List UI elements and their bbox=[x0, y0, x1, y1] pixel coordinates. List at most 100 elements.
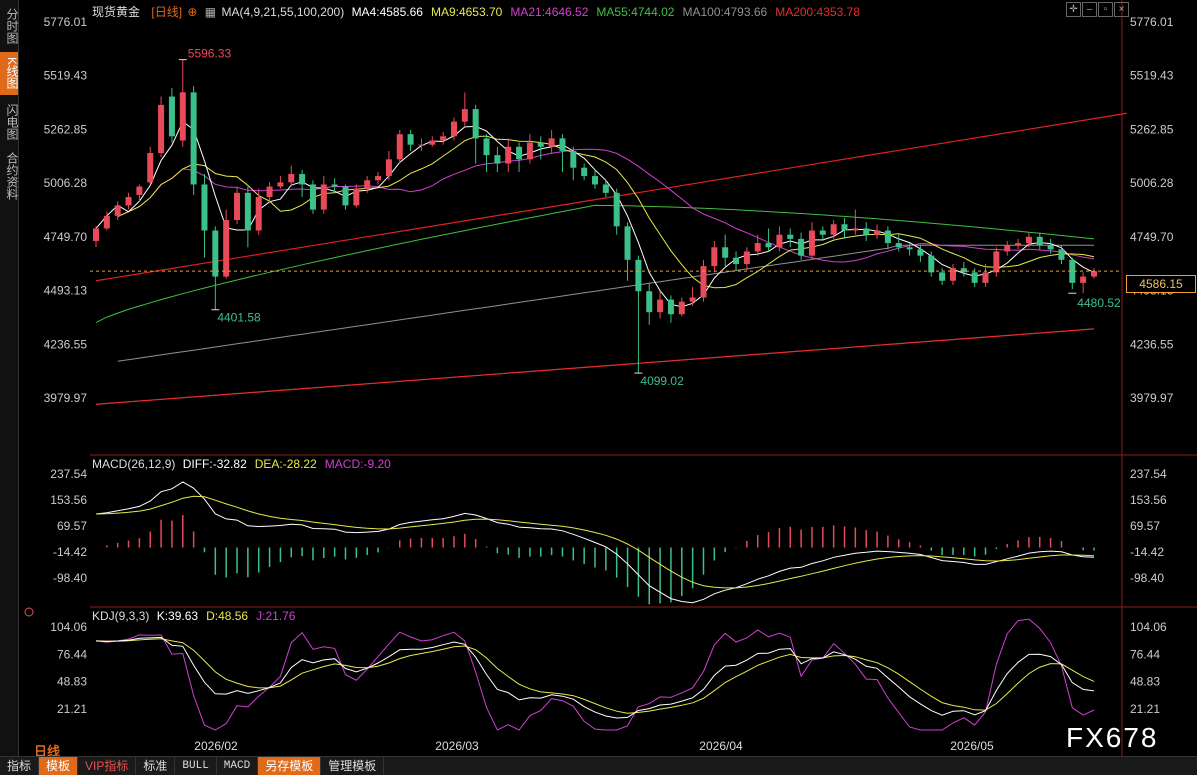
sidebar-tab-3[interactable]: 合约资料 bbox=[5, 152, 19, 200]
sidebar-tab-2[interactable]: 闪电图 bbox=[5, 103, 19, 140]
candle-body bbox=[884, 230, 891, 244]
macd-tick-right: 153.56 bbox=[1130, 493, 1167, 507]
header-value-3: MA55:4744.02 bbox=[596, 5, 675, 19]
sidebar-tab-0[interactable]: 分时图 bbox=[5, 7, 19, 44]
candle-body bbox=[331, 184, 338, 187]
extreme-label: 5596.33 bbox=[188, 47, 232, 61]
kdj-header: KDJ(9,3,3) K:39.63 D:48.56 J:21.76 bbox=[92, 609, 311, 623]
ma9-line bbox=[117, 135, 1095, 289]
candle-body bbox=[1069, 259, 1076, 283]
candle-body bbox=[592, 176, 598, 185]
candle-body bbox=[353, 188, 360, 206]
sidebar-tab-1[interactable]: K线图 bbox=[0, 52, 19, 95]
kdj-tick-right: 76.44 bbox=[1130, 647, 1160, 661]
candle-body bbox=[93, 228, 99, 241]
bottom-tab-3[interactable]: 标准 bbox=[136, 757, 176, 775]
candle-body bbox=[657, 299, 664, 313]
macd-tick-left: 69.57 bbox=[57, 519, 87, 533]
candle-body bbox=[635, 259, 642, 292]
bottom-tab-7[interactable]: 管理模板 bbox=[321, 757, 385, 775]
macd-tick-right: -14.42 bbox=[1130, 545, 1164, 559]
candle-body bbox=[440, 136, 447, 141]
kdj-label: KDJ(9,3,3) bbox=[92, 609, 150, 623]
candle-body bbox=[852, 228, 859, 231]
header-value-2: MA21:4646.52 bbox=[510, 5, 589, 19]
period-label[interactable]: 日线 bbox=[34, 744, 61, 759]
candle-body bbox=[993, 251, 1000, 273]
price-tick-right: 4749.70 bbox=[1130, 230, 1174, 244]
price-tick-left: 4236.55 bbox=[44, 337, 88, 351]
restore-icon[interactable]: ▫ bbox=[1098, 2, 1113, 17]
macd_header-value-2: MACD:-9.20 bbox=[324, 457, 391, 471]
header-value-1: MA9:4653.70 bbox=[430, 5, 503, 19]
candle-body bbox=[570, 150, 577, 168]
period-tag[interactable]: [日线] bbox=[151, 5, 183, 19]
ma100-line bbox=[117, 244, 1094, 362]
extreme-label: 4480.52 bbox=[1077, 296, 1121, 310]
candle-body bbox=[1025, 236, 1032, 244]
crosshair-icon[interactable]: ✛ bbox=[1066, 2, 1081, 17]
macd-tick-left: -98.40 bbox=[53, 571, 87, 585]
candle-body bbox=[646, 291, 653, 313]
kdj-j-line bbox=[95, 618, 1095, 731]
candle-body bbox=[472, 109, 479, 139]
bottom-tab-1[interactable]: 模板 bbox=[39, 757, 79, 775]
candle-body bbox=[700, 266, 707, 298]
price-tick-left: 4493.13 bbox=[44, 284, 88, 298]
kdj-tick-left: 21.21 bbox=[57, 702, 87, 716]
macd-tick-right: 237.54 bbox=[1130, 467, 1167, 481]
ma200-line bbox=[95, 328, 1095, 405]
bottom-tab-0[interactable]: 指标 bbox=[0, 757, 40, 775]
candle-body bbox=[342, 186, 349, 206]
ma4-line bbox=[95, 120, 1095, 308]
price-tick-right: 5262.85 bbox=[1130, 122, 1174, 136]
macd-header: MACD(26,12,9) DIFF:-32.82 DEA:-28.22 MACD:… bbox=[92, 457, 407, 471]
macd-tick-left: 153.56 bbox=[50, 493, 87, 507]
candle-body bbox=[711, 247, 718, 267]
price-tick-left: 3979.97 bbox=[44, 391, 88, 405]
candle-body bbox=[375, 176, 382, 181]
candle-body bbox=[1047, 245, 1054, 250]
extreme-label: 4401.58 bbox=[217, 311, 261, 325]
current-price-tag: 4586.15 bbox=[1126, 275, 1196, 293]
candle-body bbox=[678, 301, 685, 315]
candle-body bbox=[1058, 249, 1065, 260]
bottom-toolbar: 指标 模板 VIP指标 标准 BULL MACD 另存模板 管理模板 bbox=[0, 756, 1197, 775]
settings-circle-icon[interactable]: ⊕ bbox=[187, 5, 198, 19]
fx678-watermark: FX678 bbox=[1066, 722, 1159, 753]
candle-body bbox=[299, 173, 306, 185]
candle-body bbox=[244, 192, 251, 231]
price-tick-left: 5519.43 bbox=[44, 69, 88, 83]
kdj_header-value-0: K:39.63 bbox=[156, 609, 199, 623]
extreme-label: 4099.02 bbox=[640, 374, 684, 388]
candle-body bbox=[288, 173, 295, 183]
instrument-name: 现货黄金 bbox=[92, 5, 141, 19]
price-tick-left: 4749.70 bbox=[44, 230, 88, 244]
close-icon[interactable]: × bbox=[1114, 2, 1129, 17]
price-tick-left: 5006.28 bbox=[44, 176, 88, 190]
kdj-settings-icon bbox=[24, 607, 34, 617]
kdj-k-line bbox=[95, 636, 1095, 719]
bottom-tab-6[interactable]: 另存模板 bbox=[258, 757, 322, 775]
candle-body bbox=[396, 134, 403, 160]
candle-body bbox=[863, 228, 870, 235]
price-tick-right: 4236.55 bbox=[1130, 337, 1174, 351]
candle-body bbox=[917, 249, 924, 256]
candle-body bbox=[960, 268, 967, 273]
macd-dea-line bbox=[95, 495, 1095, 589]
bottom-tab-2[interactable]: VIP指标 bbox=[78, 757, 137, 775]
kdj-tick-right: 21.21 bbox=[1130, 702, 1160, 716]
bottom-tab-5[interactable]: MACD bbox=[217, 757, 259, 775]
minimize-icon[interactable]: – bbox=[1082, 2, 1097, 17]
candle-body bbox=[689, 297, 696, 302]
candle-body bbox=[526, 142, 533, 160]
trend-line-upper bbox=[95, 112, 1128, 282]
macd-tick-left: -14.42 bbox=[53, 545, 87, 559]
bottom-tab-4[interactable]: BULL bbox=[175, 757, 217, 775]
indicator-grid-icon[interactable]: ▦ bbox=[204, 5, 217, 19]
candle-body bbox=[743, 251, 750, 265]
candle-body bbox=[548, 138, 555, 147]
candle-body bbox=[874, 230, 881, 235]
candle-body bbox=[418, 144, 425, 146]
candle-body bbox=[1036, 236, 1043, 246]
